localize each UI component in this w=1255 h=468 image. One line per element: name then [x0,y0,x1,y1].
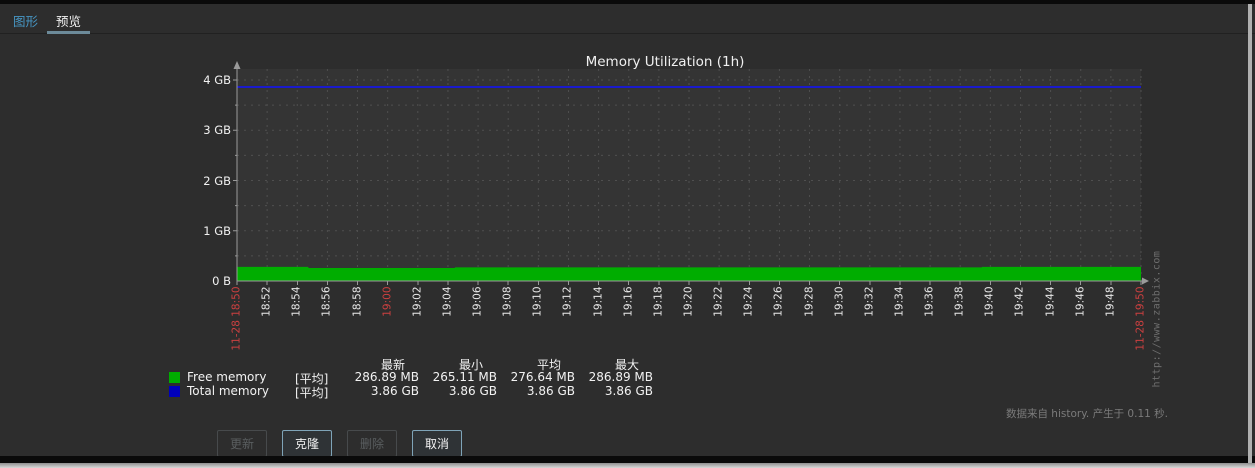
delete-button: 删除 [347,430,398,457]
legend-value: 276.64 MB [510,370,575,384]
free-memory-swatch [169,372,180,383]
y-axis-label: 0 B [212,274,231,288]
y-axis-label: 2 GB [203,173,231,188]
watermark-url: http://www.zabbix.com [1151,250,1163,388]
x-axis-label: 19:24 [742,286,755,317]
window-right-edge [1248,4,1252,463]
x-axis-label: 19:22 [712,286,725,317]
legend-value: 3.86 GB [448,384,497,398]
legend-function: [平均] [295,386,329,400]
x-axis-label: 19:34 [893,286,906,317]
legend-swatch-cell [169,370,187,384]
legend-value: 3.86 GB [526,384,575,398]
legend-header: 平均 [536,358,561,372]
legend-function: [平均] [295,372,329,386]
legend-table: 最新 最小 平均 最大 Free memory [平均] 286.89 MB 265.11 M… [169,356,653,400]
total-memory-swatch [169,386,180,397]
x-axis-label: 19:48 [1104,286,1117,317]
window-bottom-strip [0,456,1255,463]
x-axis-label: 19:28 [803,286,816,317]
update-button: 更新 [217,430,268,457]
footer-status: 数据来自 history. 产生于 0.11 秒. [1005,408,1168,420]
x-axis-label: 19:32 [863,286,876,317]
y-axis-arrow [233,61,241,69]
legend-value: 3.86 GB [604,384,653,398]
x-axis-label: 19:40 [983,286,996,317]
legend-spacer [169,356,187,370]
legend-series-name: Free memory [187,370,267,384]
legend-header: 最大 [614,358,639,372]
legend-spacer [187,356,289,370]
legend-spacer [289,356,341,370]
legend-swatch-cell [169,384,187,398]
legend-header: 最新 [380,358,405,372]
window-top-strip [0,0,1255,4]
y-axis-label: 1 GB [203,223,231,238]
x-axis-label: 19:44 [1044,286,1057,317]
plot-area[interactable] [233,61,1153,293]
x-axis-label: 19:46 [1074,286,1087,317]
x-axis-label: 19:42 [1013,286,1026,317]
free-memory-area [237,266,1141,281]
x-axis-label: 19:30 [833,286,846,317]
legend-series-name: Total memory [187,384,269,398]
button-row: 更新 克隆 删除 取消 [217,430,463,457]
cancel-button[interactable]: 取消 [412,430,463,457]
legend-header: 最小 [458,358,483,372]
x-axis-label: 19:36 [923,286,936,317]
tab-bar: 图形 预览 [0,4,1255,34]
y-axis-label: 3 GB [203,123,231,138]
x-axis-label: 19:38 [953,286,966,317]
legend-value: 286.89 MB [354,370,419,384]
legend-value: 265.11 MB [432,370,497,384]
window-bottom-edge [0,463,1255,468]
legend-value: 3.86 GB [370,384,419,398]
chart-title: Memory Utilization (1h) [585,54,745,70]
x-axis-label: 19:20 [682,286,695,317]
tab-graph[interactable]: 图形 [13,14,39,29]
clone-button[interactable]: 克隆 [282,430,333,457]
legend-value: 286.89 MB [588,370,653,384]
y-axis-label: 4 GB [203,73,231,87]
x-axis-label: 19:26 [772,286,785,317]
tab-preview[interactable]: 预览 [47,4,91,34]
x-axis-label: 19:18 [652,286,665,317]
x-axis-label: 11-28 19:50 [1134,286,1147,351]
x-axis-arrow [1142,277,1149,285]
